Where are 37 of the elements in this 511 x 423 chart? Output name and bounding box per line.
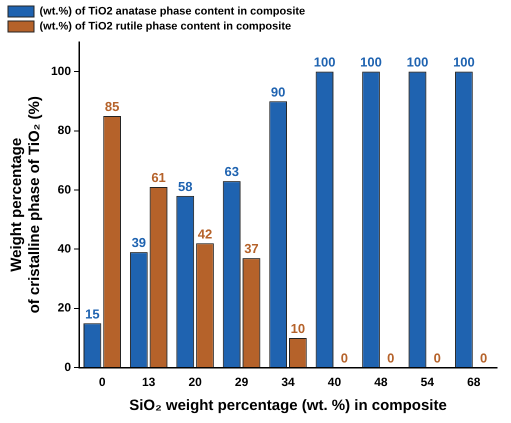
- data-label: 90: [270, 84, 286, 100]
- data-label: 100: [314, 54, 336, 70]
- data-label: 100: [453, 54, 475, 70]
- x-tick-label: 29: [234, 375, 249, 390]
- y-tick-label: 20: [58, 300, 72, 315]
- x-axis-title: SiO₂ weight percentage (wt. %) in composite: [129, 397, 447, 414]
- legend-label: (wt.%) of TiO2 rutile phase content in composite: [40, 20, 292, 33]
- data-label: 0: [480, 350, 488, 366]
- legend-label: (wt.%) of TiO2 anatase phase content in composite: [40, 6, 306, 18]
- y-tick-label: 40: [58, 242, 72, 256]
- data-label: 10: [290, 321, 306, 336]
- data-label: 58: [178, 179, 192, 194]
- x-tick-label: 48: [374, 375, 388, 390]
- data-label: 63: [224, 164, 239, 180]
- x-tick-label: 20: [188, 375, 202, 390]
- x-tick-label: 0: [98, 375, 106, 390]
- data-label: 42: [198, 226, 212, 242]
- data-label: 0: [387, 350, 394, 366]
- data-label: 39: [132, 235, 146, 250]
- data-label: 37: [244, 241, 259, 256]
- y-tick-label: 0: [64, 360, 72, 374]
- x-tick-label: 13: [142, 375, 156, 390]
- y-axis-title: Weight percentage of cristalline phase of TiO₂ (%): [8, 96, 44, 314]
- data-label: 85: [104, 99, 120, 114]
- x-tick-label: 68: [467, 375, 481, 390]
- data-label: 61: [151, 170, 166, 186]
- y-tick-label: 60: [58, 182, 72, 196]
- x-tick-label: 34: [281, 375, 296, 390]
- y-tick-label: 80: [58, 123, 72, 138]
- data-label: 100: [406, 54, 428, 70]
- x-tick-label: 40: [328, 375, 342, 390]
- x-tick-label: 54: [420, 375, 434, 390]
- data-label: 0: [434, 350, 441, 366]
- data-label: 100: [360, 54, 382, 70]
- y-tick-label: 100: [50, 64, 72, 78]
- data-label: 15: [85, 306, 100, 322]
- data-label: 0: [340, 350, 348, 366]
